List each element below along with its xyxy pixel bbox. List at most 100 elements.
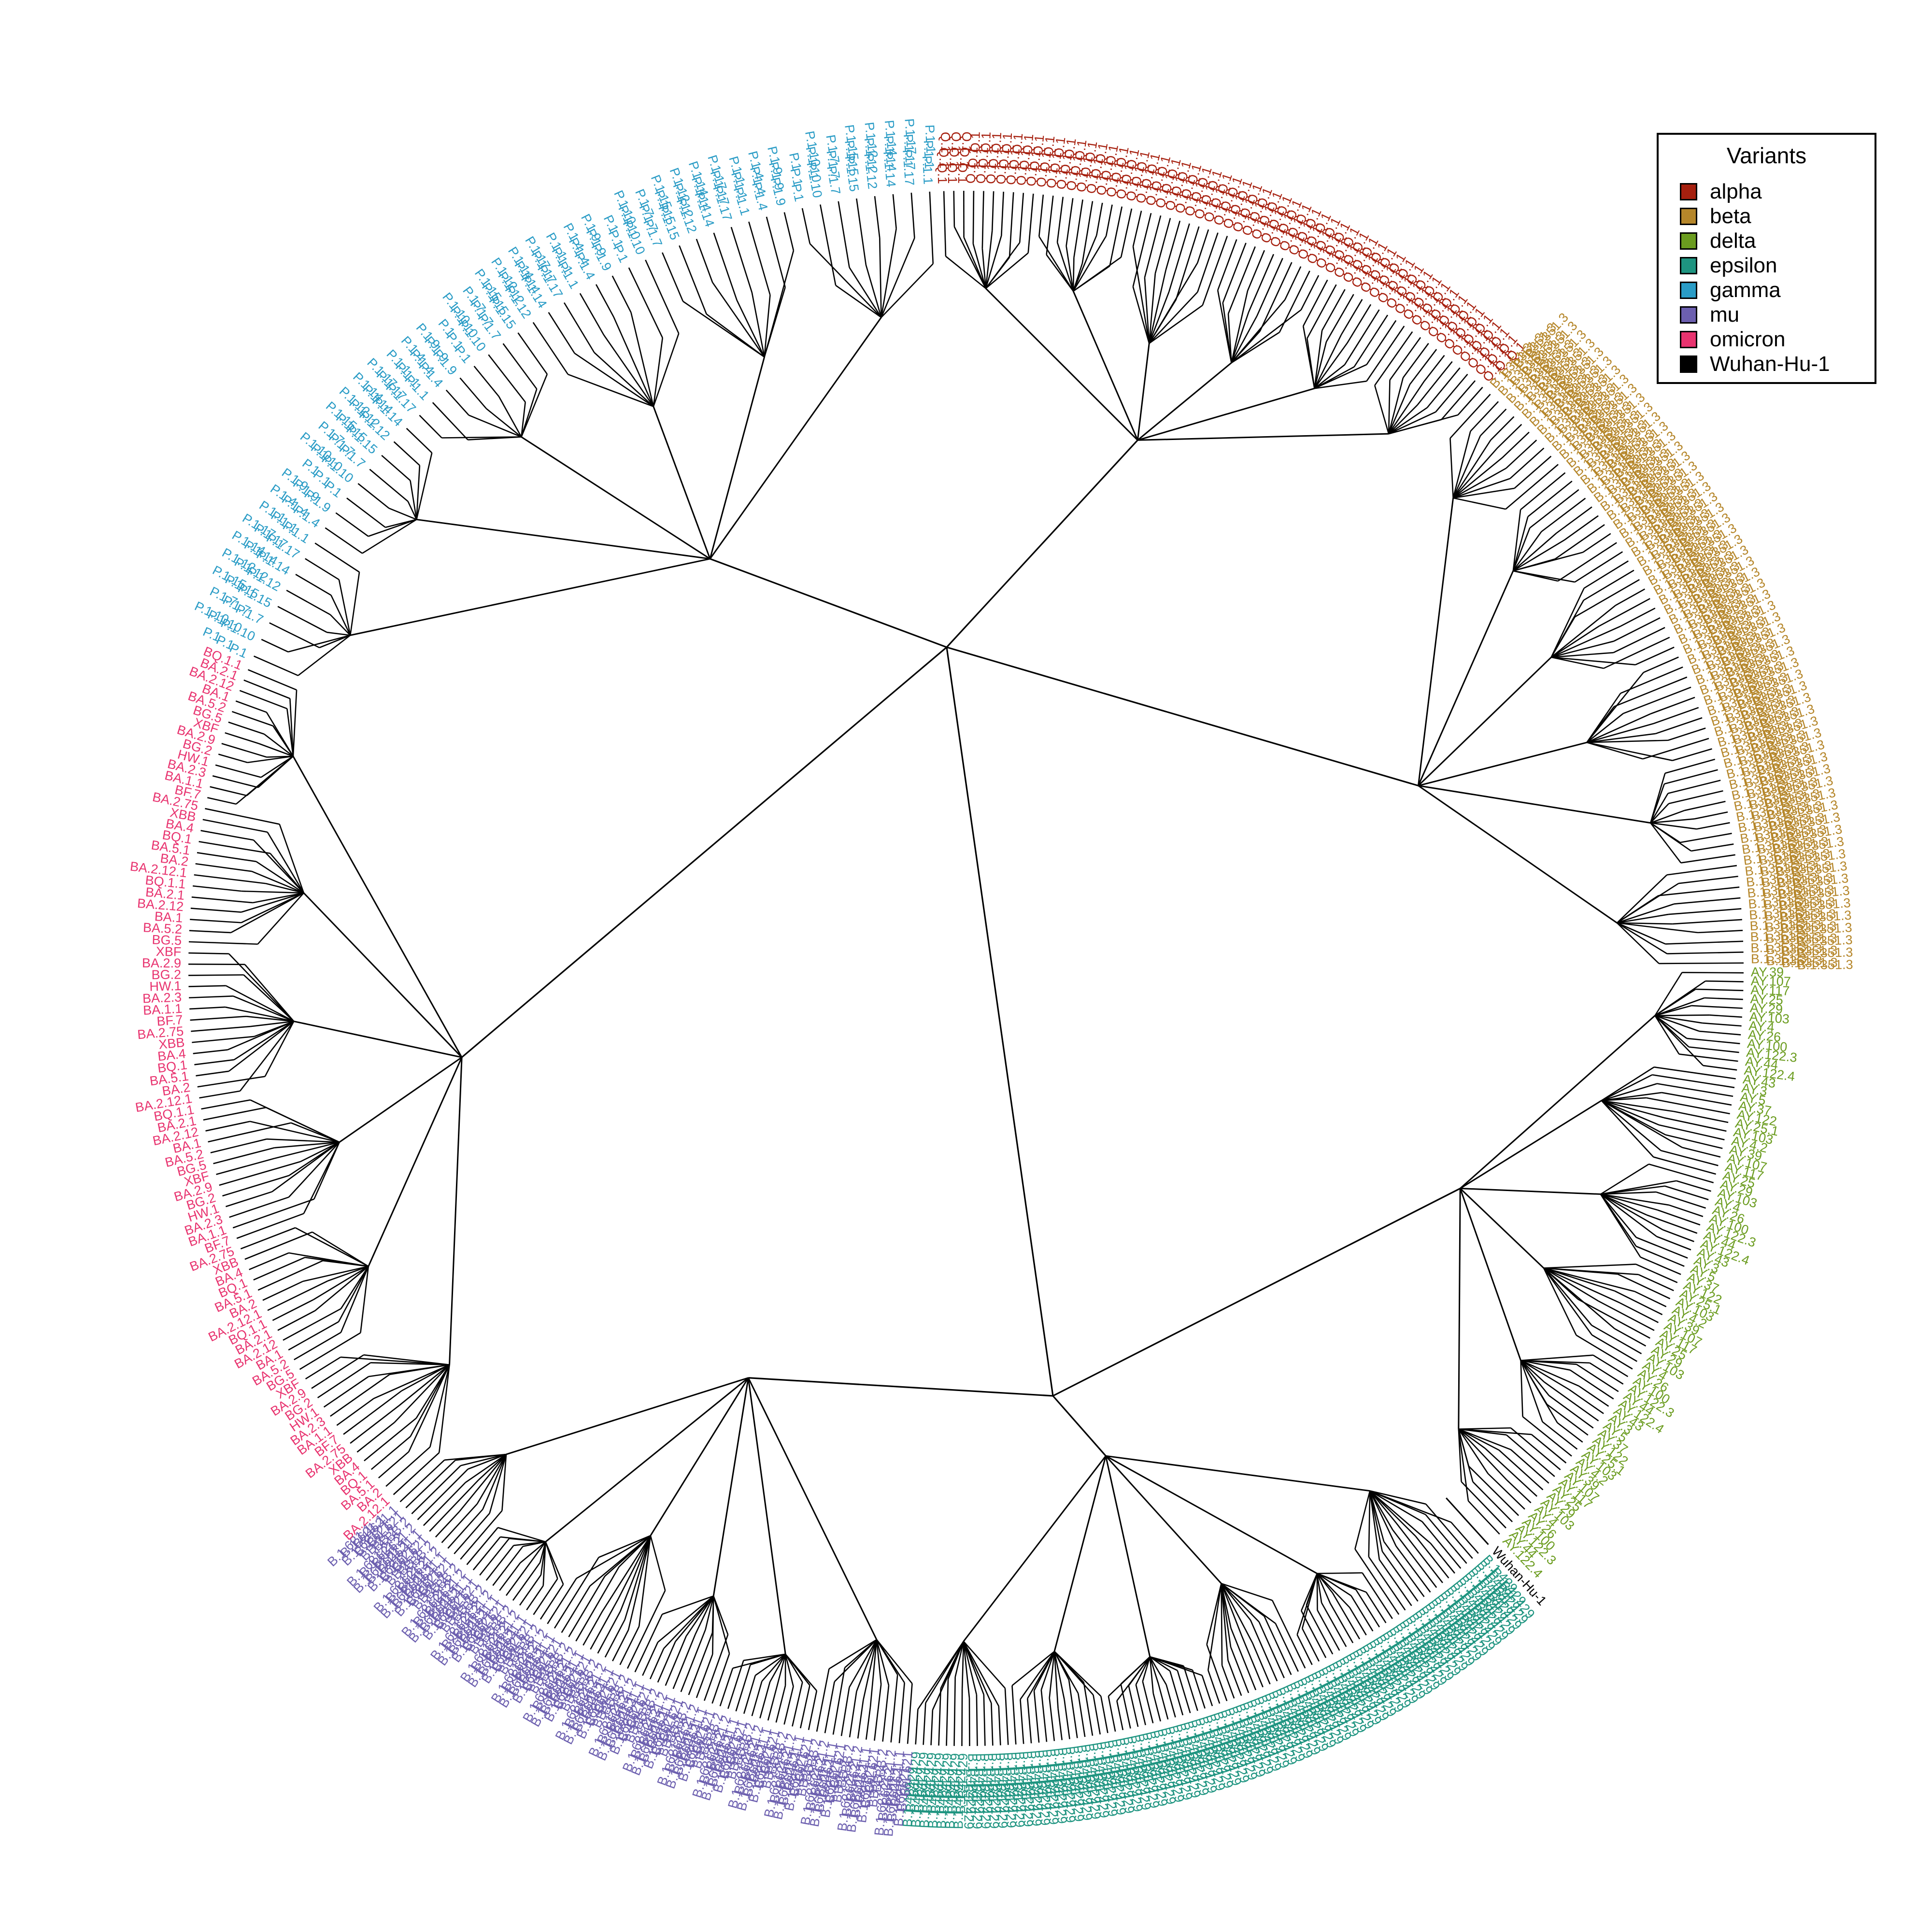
branch-omicron-tip: [219, 1161, 301, 1186]
branch-omicron-tip: [201, 1099, 251, 1110]
branch-beta-tip: [1655, 717, 1703, 735]
branch-omicron-twig: [250, 1021, 294, 1027]
branch-mu-tip: [519, 1575, 542, 1606]
branch-beta-twig: [1616, 874, 1667, 923]
branch-mu-twig: [444, 1453, 507, 1461]
branch-delta-twig: [1458, 1428, 1507, 1436]
branch-epsilon-twig: [1369, 1490, 1431, 1544]
branch-gamma-tip: [910, 192, 915, 238]
branch-omicron-tip: [210, 786, 247, 796]
branch-mu-tip: [799, 1685, 810, 1729]
branch-mu-tip: [711, 1653, 730, 1704]
branch-alpha-twig: [1149, 262, 1198, 344]
branch-epsilon-twig: [1020, 1651, 1055, 1700]
branch-epsilon-tip: [1421, 1521, 1462, 1569]
branch-mu-tip: [680, 1629, 706, 1692]
branch-gamma-tip: [595, 284, 614, 317]
branch-epsilon-tip: [1064, 1699, 1070, 1739]
branch-beta-twig: [1512, 516, 1529, 571]
branch-beta-twig: [1587, 741, 1643, 760]
branch-omicron-twig: [254, 1021, 294, 1037]
branch-omicron-tip: [229, 1196, 289, 1218]
branch-beta-tip: [1680, 833, 1732, 843]
branch-epsilon-tip: [1049, 1698, 1055, 1741]
branch-omicron-twig: [228, 1021, 295, 1072]
branch-beta-tip: [1664, 769, 1718, 785]
branch-beta-twig: [1586, 713, 1651, 743]
branch-alpha-twig: [1231, 312, 1250, 363]
branch-omicron-tip: [188, 985, 226, 987]
tip-label-alpha: Q.1: [935, 163, 950, 184]
branch-gamma-tip: [286, 590, 331, 615]
branch-alpha-twig: [1388, 404, 1418, 435]
tip-label-alpha: Q.1: [1037, 150, 1054, 172]
branch-delta-twig: [1654, 972, 1683, 1016]
branch-alpha-tip: [1366, 320, 1397, 365]
branch-mu-tip: [547, 1578, 577, 1624]
branch-epsilon-twig: [1054, 1651, 1084, 1683]
branch-epsilon-tip: [953, 1677, 956, 1746]
branch-alpha-tip: [1247, 250, 1265, 291]
branch-mu-tip: [840, 1687, 850, 1736]
branch-mu-sub: [506, 1377, 749, 1455]
branch-delta-twig: [1543, 1267, 1618, 1275]
branch-delta-twig: [1520, 1360, 1577, 1365]
branch-omicron-twig: [257, 755, 294, 788]
branch-gamma-tip: [713, 232, 738, 301]
branch-alpha-twig: [985, 235, 1002, 289]
branch-delta-sub: [1460, 1188, 1545, 1269]
branch-epsilon-twig: [1053, 1651, 1059, 1709]
branch-omicron-tip: [262, 1280, 303, 1301]
branch-omicron-twig: [288, 1141, 340, 1176]
tip-label-alpha: Q.1: [968, 131, 982, 153]
branch-gamma-tip: [532, 322, 568, 375]
branch-alpha-tip: [1374, 331, 1413, 386]
branch-beta-tip: [1678, 876, 1738, 884]
branch-omicron-twig: [274, 1141, 340, 1159]
branch-omicron-sub: [303, 892, 463, 1058]
branch-mu-twig: [695, 1595, 714, 1635]
branch-omicron-tip: [370, 1436, 411, 1470]
branch-omicron-tip: [207, 797, 237, 805]
branch-epsilon-sub: [1053, 1455, 1107, 1652]
branch-omicron-tip: [197, 852, 256, 863]
branch-gamma-twig: [764, 295, 771, 357]
branch-gamma-tip: [445, 389, 469, 416]
branch-beta-tip: [1672, 919, 1742, 925]
branch-delta-twig: [1601, 1100, 1674, 1112]
branch-gamma-twig: [613, 316, 654, 407]
branch-beta-tip: [1674, 897, 1741, 905]
legend-item-epsilon: epsilon: [1680, 253, 1830, 278]
branch-beta-tip: [1529, 489, 1579, 529]
branch-beta-tip: [1680, 854, 1735, 864]
branch-omicron-tip: [239, 690, 287, 710]
branch-alpha-twig: [963, 237, 987, 289]
branch-mu-tip: [865, 1707, 871, 1740]
branch-beta-twig: [1513, 540, 1565, 572]
branch-omicron-twig: [292, 690, 298, 756]
legend-label-beta: beta: [1710, 204, 1751, 228]
branch-omicron-twig: [233, 995, 294, 1022]
branch-omicron-tip: [236, 1213, 304, 1239]
branch-alpha-tip: [1423, 355, 1445, 382]
branch-omicron-twig: [250, 1099, 340, 1143]
branch-delta-tip: [1709, 1014, 1742, 1018]
branch-delta-tip: [1669, 1204, 1704, 1217]
branch-epsilon-tip: [1250, 1619, 1278, 1682]
branch-delta-tip: [1570, 1369, 1614, 1400]
branch-epsilon-twig: [1207, 1583, 1222, 1671]
branch-mu-twig: [755, 1653, 786, 1676]
tip-label-alpha: Q.1: [974, 162, 989, 184]
branch-gamma-tip: [369, 469, 409, 502]
branch-delta-tip: [1656, 1236, 1691, 1250]
branch-beta-twig: [1513, 532, 1557, 571]
branch-beta-twig: [1617, 922, 1668, 954]
branch-beta-twig: [1550, 588, 1585, 658]
tip-label-gamma: P.1.17: [902, 118, 919, 155]
branch-delta-tip: [1598, 1300, 1655, 1331]
branch-gamma-twig: [653, 338, 663, 407]
legend-label-gamma: gamma: [1710, 278, 1781, 302]
branch-mu-tip: [719, 1668, 734, 1706]
branch-delta-tip: [1652, 1074, 1735, 1088]
branch-delta-tip: [1576, 1364, 1619, 1392]
